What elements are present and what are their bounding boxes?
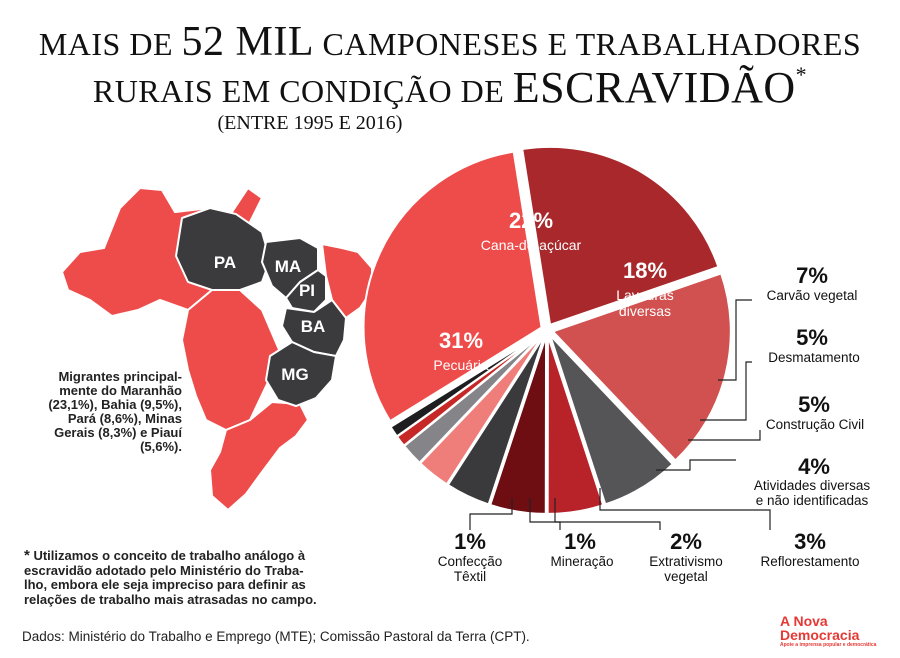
label-name-extrativismo-2: vegetal: [664, 569, 708, 584]
logo-line-1: A Nova: [780, 613, 828, 629]
label-name-carvao: Carvão vegetal: [767, 288, 858, 303]
outside-labels: 7% Carvão vegetal 5% Desmatamento 5% Con…: [438, 263, 871, 584]
migrants-caption-line: mente do Maranhão: [59, 383, 182, 398]
slice-label-cana: Cana-de-açúcar: [481, 237, 582, 253]
migrants-caption-line: Gerais (8,3%) e Piauí: [54, 425, 182, 440]
pie-slice-pecu-ria: [362, 150, 543, 423]
map-label-ma: MA: [275, 257, 301, 276]
label-name-mineracao: Mineração: [550, 554, 613, 569]
pie-slice-carv-o-vegetal: [549, 334, 675, 506]
label-value-carvao: 7%: [796, 263, 828, 288]
leader-line-atividades: [656, 459, 736, 471]
label-value-atividades: 4%: [798, 454, 830, 479]
slice-value-lavouras: 18%: [623, 258, 667, 283]
label-name-confeccao-2: Têxtil: [454, 569, 486, 584]
label-name-atividades-2: e não identificadas: [756, 493, 869, 508]
migrants-caption-line: (5,6%).: [140, 439, 182, 454]
footnote: * Utilizamos o conceito de trabalho anál…: [24, 547, 394, 607]
leader-line-mineracao: [529, 498, 561, 530]
data-source: Dados: Ministério do Trabalho e Emprego …: [22, 629, 530, 644]
leader-line-extrativismo: [554, 498, 661, 530]
publisher-logo[interactable]: A Nova Democracia Apoie a imprensa popul…: [780, 614, 890, 648]
map-state-pi: [284, 268, 327, 314]
brazil-map: PA MA PI BA MG: [60, 186, 373, 512]
label-name-atividades-1: Atividades diversas: [754, 478, 871, 493]
slice-label-pecuaria: Pecuária: [433, 357, 488, 373]
slice-label-lavouras-1: Lavouras: [616, 287, 674, 303]
label-name-extrativismo-1: Extrativismo: [649, 554, 723, 569]
footnote-line: escravidão adotado pelo Ministério do Tr…: [24, 562, 304, 578]
map-state-mg: [264, 340, 338, 408]
label-name-reflorestamento: Reflorestamento: [760, 554, 859, 569]
slice-value-cana: 22%: [509, 208, 553, 233]
label-value-confeccao: 1%: [454, 529, 486, 554]
map-label-pi: PI: [299, 281, 315, 300]
label-value-construcao: 5%: [798, 392, 830, 417]
footnote-marker: *: [24, 547, 30, 564]
title-line-2: RURAIS EM CONDIÇÃO DE ESCRAVIDÃO*: [92, 62, 808, 112]
map-state-ba: [280, 298, 348, 358]
title-line-1: MAIS DE 52 MIL CAMPONESES E TRABALHADORE…: [38, 19, 862, 65]
leader-line-carvao: [718, 299, 752, 381]
label-value-extrativismo: 2%: [670, 529, 702, 554]
slice-value-pecuaria: 31%: [439, 328, 483, 353]
map-label-ba: BA: [301, 317, 326, 336]
map-state-pa: [174, 206, 272, 291]
label-value-mineracao: 1%: [564, 529, 596, 554]
migrants-caption-line: Migrantes principal-: [58, 369, 182, 384]
pie-slice-cana-de-a-car: [521, 145, 720, 327]
footnote-line: relações de trabalho mais atrasadas no c…: [24, 591, 317, 607]
leader-line-reflorestamento: [599, 488, 771, 530]
label-name-desmatamento: Desmatamento: [768, 350, 860, 365]
pie-slice-constru-o-civil: [488, 335, 548, 515]
migrants-caption-line: Pará (8,6%), Minas: [67, 411, 182, 426]
pie-slice-atividades-diversas-e-n-o-identificadas: [446, 334, 546, 506]
pie-slice-lavouras-diversas: [551, 272, 732, 462]
map-label-mg: MG: [281, 365, 308, 384]
label-value-desmatamento: 5%: [796, 325, 828, 350]
leader-line-construcao: [688, 430, 761, 441]
label-value-reflorestamento: 3%: [794, 529, 826, 554]
migrants-caption: Migrantes principal- mente do Maranhão (…: [10, 370, 182, 454]
title-date-range: (ENTRE 1995 E 2016): [217, 112, 403, 134]
leader-line-confeccao: [469, 498, 513, 530]
migrants-caption-line: (23,1%), Bahia (9,5%),: [48, 397, 182, 412]
pie-chart: [362, 145, 732, 515]
footnote-text: Utilizamos o conceito de trabalho análog…: [33, 548, 306, 563]
inside-labels: 22% Cana-de-açúcar 18% Lavouras diversas…: [433, 208, 673, 373]
logo-tagline: Apoie a imprensa popular e democrática: [780, 642, 877, 648]
label-name-construcao: Construção Civil: [766, 417, 864, 432]
pie-slice-confec-o-t-xtil: [389, 332, 543, 438]
footnote-line: lho, embora ele seja impreciso para defi…: [24, 577, 306, 592]
slice-label-lavouras-2: diversas: [619, 303, 671, 319]
label-name-confeccao-1: Confecção: [438, 554, 503, 569]
leader-lines: [469, 299, 771, 530]
leader-line-desmatamento: [700, 361, 752, 421]
footnote-line: * Utilizamos o conceito de trabalho anál…: [24, 547, 394, 564]
pie-slice-desmatamento: [546, 335, 605, 515]
logo-line-2: Democracia: [780, 627, 860, 643]
map-label-pa: PA: [214, 253, 236, 272]
map-south-red: [208, 400, 310, 512]
